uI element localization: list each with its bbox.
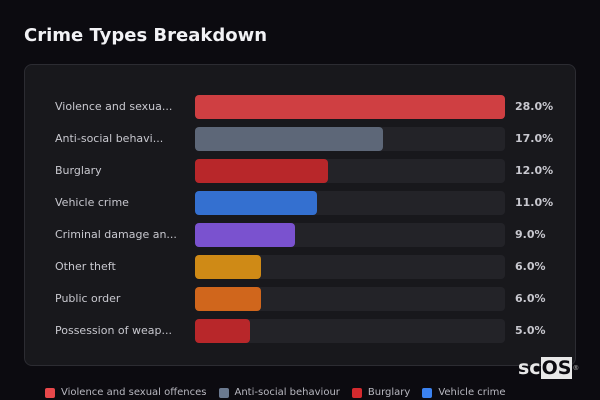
bar-track <box>195 255 505 279</box>
bar-track <box>195 159 505 183</box>
bar[interactable] <box>195 223 295 247</box>
bar-value: 6.0% <box>515 260 546 273</box>
watermark-prefix: sc <box>518 357 541 379</box>
legend-label: Vehicle crime <box>438 387 506 398</box>
bar-track <box>195 287 505 311</box>
legend-item[interactable]: Anti-social behaviour <box>218 387 340 398</box>
bar-row: Possession of weap... 5.0% <box>25 319 575 343</box>
legend-label: Violence and sexual offences <box>61 387 207 398</box>
bar-label: Public order <box>55 292 121 305</box>
registered-mark: ® <box>572 364 580 372</box>
bar[interactable] <box>195 287 262 311</box>
bar-label: Other theft <box>55 260 116 273</box>
bar-label: Criminal damage an... <box>55 228 177 241</box>
bar-track <box>195 223 505 247</box>
watermark-boxed: OS <box>540 357 573 379</box>
bar-value: 11.0% <box>515 196 554 209</box>
chart-card: Violence and sexua... 28.0% Anti-social be… <box>24 64 576 366</box>
bar-label: Possession of weap... <box>55 324 172 337</box>
watermark-logo: scOS® <box>518 357 580 379</box>
bar-value: 9.0% <box>515 228 546 241</box>
bar-track <box>195 127 505 151</box>
bar-value: 12.0% <box>515 164 554 177</box>
legend-item[interactable]: Burglary <box>351 387 411 398</box>
chart-title: Crime Types Breakdown <box>24 25 268 46</box>
bar-label: Vehicle crime <box>55 196 129 209</box>
bar-row: Other theft 6.0% <box>25 255 575 279</box>
bar-track <box>195 319 505 343</box>
bar[interactable] <box>195 95 505 119</box>
bar-row: Public order 6.0% <box>25 287 575 311</box>
bar-row: Violence and sexua... 28.0% <box>25 95 575 119</box>
legend-item[interactable]: Violence and sexual offences <box>45 387 207 398</box>
bar-label: Burglary <box>55 164 102 177</box>
bar-row: Criminal damage an... 9.0% <box>25 223 575 247</box>
bar-row: Anti-social behavi... 17.0% <box>25 127 575 151</box>
legend-swatch-icon <box>45 387 55 398</box>
bar[interactable] <box>195 159 328 183</box>
bar-value: 17.0% <box>515 132 554 145</box>
bar[interactable] <box>195 127 384 151</box>
bar[interactable] <box>195 255 262 279</box>
bar-label: Anti-social behavi... <box>55 132 164 145</box>
legend-swatch-icon <box>218 387 229 398</box>
legend-label: Burglary <box>367 387 411 398</box>
bar-value: 28.0% <box>515 100 554 113</box>
legend-item[interactable]: Vehicle crime <box>422 387 506 398</box>
bar-value: 6.0% <box>515 292 546 305</box>
legend-label: Anti-social behaviour <box>234 387 340 398</box>
bar-row: Vehicle crime 11.0% <box>25 191 575 215</box>
bar-track <box>195 95 505 119</box>
bar-label: Violence and sexua... <box>55 100 173 113</box>
bar-track <box>195 191 505 215</box>
legend-swatch-icon <box>422 387 433 398</box>
bar-row: Burglary 12.0% <box>25 159 575 183</box>
legend-swatch-icon <box>351 387 362 398</box>
bar-value: 5.0% <box>515 324 546 337</box>
bar[interactable] <box>195 191 317 215</box>
bar[interactable] <box>195 319 251 343</box>
chart-legend: Violence and sexual offences Anti-social … <box>45 387 506 398</box>
